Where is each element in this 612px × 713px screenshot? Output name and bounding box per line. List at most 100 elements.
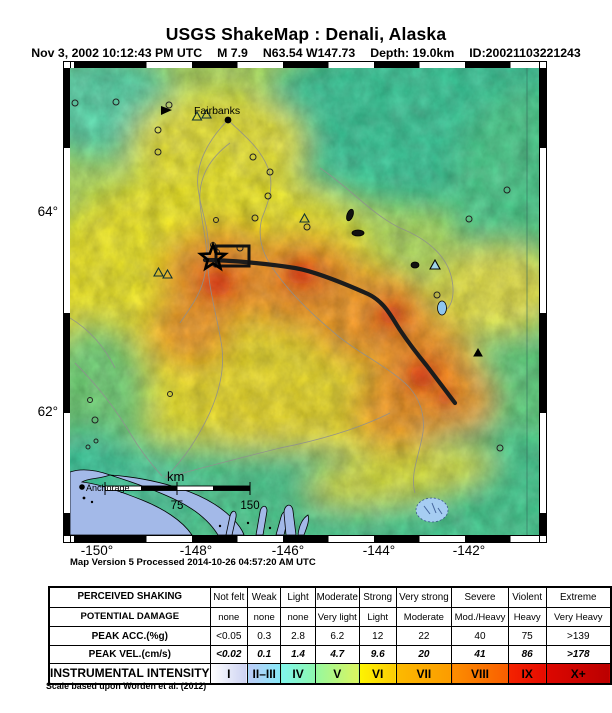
glacier-patch (415, 497, 449, 523)
town-circle-icon (503, 186, 511, 194)
town-circle-icon (433, 291, 441, 299)
town-circle-icon (264, 192, 272, 200)
cell: 6.2 (314, 626, 360, 646)
town-circle-icon (266, 168, 274, 176)
row-label: INSTRUMENTAL INTENSITY (48, 663, 211, 685)
station-triangle-icon (299, 212, 310, 223)
terrain-hillshade-light (70, 68, 539, 535)
cell: none (209, 607, 249, 627)
cell: 75 (507, 626, 547, 646)
cell: 41 (451, 645, 509, 664)
intensity-cell: I (209, 663, 249, 685)
town-circle-icon (87, 397, 93, 403)
station-triangle-icon (162, 268, 173, 279)
fairbanks-dot (224, 116, 232, 124)
cell: Mod./Heavy (451, 607, 509, 627)
epicenter-star-icon (197, 241, 229, 272)
intensity-cell: X+ (545, 663, 612, 685)
cell: Not felt (209, 586, 249, 608)
city-label-fairbanks: Fairbanks (194, 105, 240, 117)
cell: Heavy (507, 607, 547, 627)
cell: <0.05 (209, 626, 249, 646)
cell: Moderate (314, 586, 360, 608)
town-circle-icon (85, 444, 91, 450)
scale-bar-end-label: 150 (240, 500, 259, 512)
cell: Light (280, 586, 316, 608)
intensity-cell: VII (395, 663, 453, 685)
cell: 22 (395, 626, 453, 646)
station-triangle-icon (473, 347, 483, 357)
lat-tick-62: 62° (37, 404, 58, 419)
lon-tick-146: -146° (271, 543, 305, 558)
map-canvas: km 75 150 Fairbanks Anchorage (70, 68, 539, 535)
row-label: PERCEIVED SHAKING (48, 586, 211, 608)
cell: Moderate (395, 607, 453, 627)
map-border-corner (63, 535, 71, 543)
station-markers (153, 108, 483, 357)
cell: none (246, 607, 282, 627)
fault-line (202, 257, 458, 406)
cell: 0.3 (246, 626, 282, 646)
map-border-bottom (63, 535, 547, 543)
roads-and-boundaries (70, 119, 454, 494)
event-time: Nov 3, 2002 10:12:43 PM UTC (31, 46, 203, 60)
town-circle-icon (465, 215, 473, 223)
water-bodies (70, 208, 447, 535)
town-circle-icon (167, 391, 173, 397)
table-row-perceived-shaking: PERCEIVED SHAKING Not felt Weak Light Mo… (48, 586, 612, 608)
row-label: PEAK ACC.(%g) (48, 626, 211, 646)
table-row-peak-vel: PEAK VEL.(cm/s) <0.02 0.1 1.4 4.7 9.6 20… (48, 645, 612, 664)
event-coordinates: N63.54 W147.73 (262, 46, 356, 60)
cell: Light (358, 607, 397, 627)
cell: Violent (507, 586, 547, 608)
cell: Severe (451, 586, 509, 608)
lat-tick-64: 64° (37, 204, 58, 219)
row-label: POTENTIAL DAMAGE (48, 607, 211, 627)
cell: Very Heavy (545, 607, 612, 627)
town-circle-icon (71, 99, 79, 107)
scale-bar-unit: km (167, 469, 184, 484)
shaking-intensity-field: km 75 150 Fairbanks Anchorage (70, 68, 539, 535)
cell: none (280, 607, 316, 627)
cell: Very light (314, 607, 360, 627)
intensity-cell: IV (280, 663, 316, 685)
station-triangle-icon (191, 110, 203, 121)
flag-marker-icon (161, 106, 172, 120)
town-circle-icon (93, 438, 99, 444)
scale-bar-mid-label: 75 (171, 500, 184, 512)
town-circle-icon (249, 153, 257, 161)
cell: 86 (507, 645, 547, 664)
map-border-corner (539, 535, 547, 543)
page-title: USGS ShakeMap : Denali, Alaska (165, 24, 447, 44)
event-magnitude: M 7.9 (217, 46, 248, 60)
station-triangle-icon (201, 108, 212, 119)
station-triangle-icon (429, 258, 441, 270)
map-border-corner (539, 61, 547, 69)
town-circle-icon (303, 223, 311, 231)
event-summary: Nov 3, 2002 10:12:43 PM UTC M 7.9 N63.54… (0, 46, 612, 60)
lon-tick-144: -144° (362, 543, 396, 558)
cell: 2.8 (280, 626, 316, 646)
town-circle-icon (213, 217, 219, 223)
cell: <0.02 (209, 645, 249, 664)
intensity-cell: VIII (451, 663, 509, 685)
town-circle-icon (112, 98, 120, 106)
lon-tick-150: -150° (80, 543, 114, 558)
table-row-instrumental-intensity: INSTRUMENTAL INTENSITY I II–III IV V VI … (48, 663, 612, 685)
table-row-peak-acc: PEAK ACC.(%g) <0.05 0.3 2.8 6.2 12 22 40… (48, 626, 612, 646)
lon-tick-148: -148° (179, 543, 213, 558)
scale-bar: km 75 150 (104, 469, 260, 512)
intensity-cell: II–III (246, 663, 282, 685)
islands (82, 496, 272, 530)
event-id: ID:20021103221243 (469, 46, 581, 60)
town-circle-icon (154, 126, 162, 134)
cell: Weak (246, 586, 282, 608)
intensity-cell: VI (358, 663, 397, 685)
cell: Extreme (545, 586, 612, 608)
town-circle-icon (165, 101, 173, 109)
map-border-corner (63, 61, 71, 69)
intensity-legend-table: PERCEIVED SHAKING Not felt Weak Light Mo… (48, 586, 612, 685)
town-circle-icon (91, 416, 99, 424)
town-markers (71, 98, 511, 452)
cell: 12 (358, 626, 397, 646)
